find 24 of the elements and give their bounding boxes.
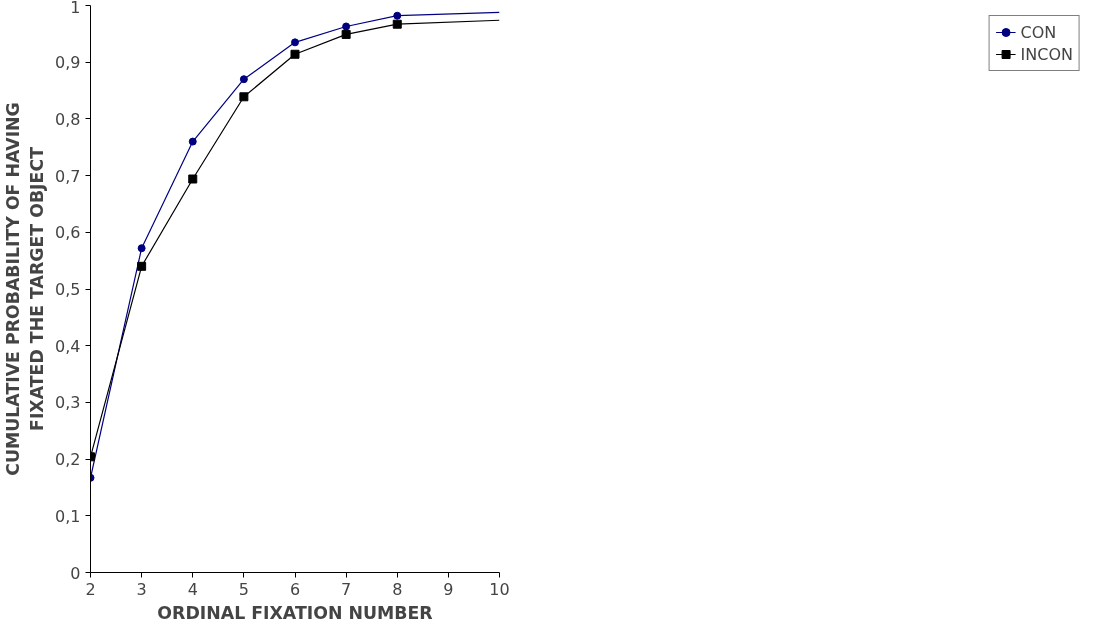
x-tick-label: 2 — [85, 579, 96, 599]
legend-label: INCON — [1020, 44, 1073, 64]
y-tick-label: 0,1 — [55, 506, 81, 526]
y-tick-label: 0,3 — [55, 393, 81, 413]
y-tick-label: 0,7 — [55, 166, 81, 186]
y-axis-title: CUMULATIVE PROBABILITY OF HAVING FIXATED THE TARGET OBJECT — [3, 102, 48, 476]
x-tick-label: 3 — [136, 579, 147, 599]
x-tick-label: 10 — [489, 579, 510, 599]
x-tick-label: 7 — [341, 579, 352, 599]
legend-label: CON — [1020, 22, 1057, 42]
y-tick-label: 0 — [70, 563, 81, 583]
x-tick-label: 8 — [392, 579, 403, 599]
y-tick-label: 0,8 — [55, 109, 81, 129]
y-tick-label: 0,2 — [55, 450, 81, 470]
y-tick-label: 0,4 — [55, 336, 81, 356]
y-tick-label: 1 — [70, 0, 81, 17]
x-tick-label: 9 — [443, 579, 454, 599]
x-tick-label: 5 — [238, 579, 249, 599]
y-tick-label: 0,6 — [55, 223, 81, 243]
y-tick-label: 0,9 — [55, 53, 81, 73]
y-tick-label: 0,5 — [55, 280, 81, 299]
x-tick-label: 6 — [289, 579, 301, 599]
x-axis-title: ORDINAL FIXATION NUMBER — [157, 602, 433, 623]
x-tick-label: 4 — [187, 579, 198, 599]
